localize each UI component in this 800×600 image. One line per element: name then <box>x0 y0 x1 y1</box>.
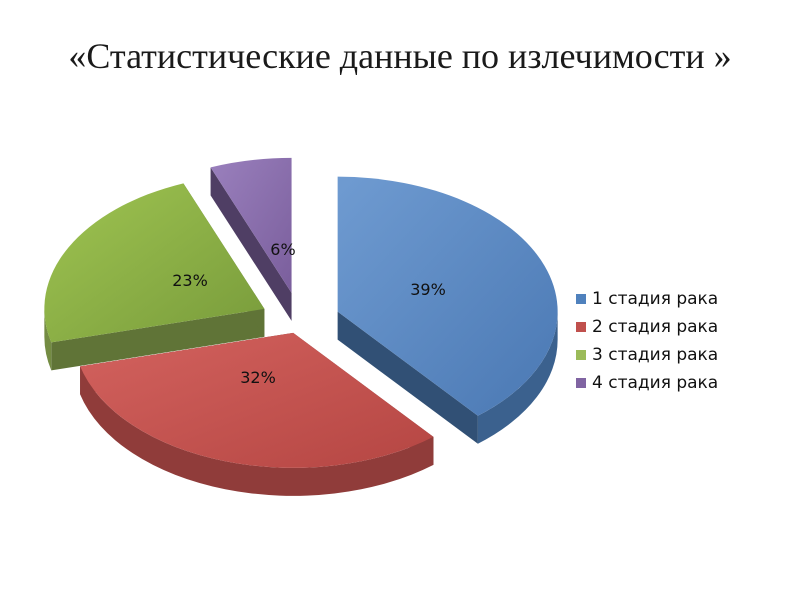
legend-label: 3 стадия рака <box>592 345 719 365</box>
legend-swatch <box>576 294 586 304</box>
legend-item-3: 3 стадия рака <box>576 341 718 369</box>
slice-label-1: 39% <box>410 280 446 299</box>
slice-label-3: 23% <box>172 271 208 290</box>
pie-slice-top <box>44 183 265 343</box>
legend-swatch <box>576 378 586 388</box>
page-title: «Статистические данные по излечимости » <box>68 36 732 76</box>
pie-slice-top <box>210 157 292 293</box>
pie-slice-2 <box>80 332 434 496</box>
pie-slice-3 <box>44 183 265 371</box>
pie-slice-top <box>337 176 558 416</box>
pie-slice-side <box>337 311 478 444</box>
legend-item-2: 2 стадия рака <box>576 313 718 341</box>
pie-slice-edge <box>44 308 52 371</box>
pie-slice-1 <box>337 176 558 444</box>
pie-slice-side <box>210 167 292 321</box>
pie-slice-edge <box>477 311 558 444</box>
legend-label: 2 стадия рака <box>592 317 719 337</box>
legend: 1 стадия рака 2 стадия рака 3 стадия рака 4… <box>576 285 718 397</box>
slice-label-2: 32% <box>240 368 276 387</box>
pie-slice-4 <box>210 157 292 321</box>
pie-slice-edge <box>80 366 434 496</box>
legend-item-1: 1 стадия рака <box>576 285 718 313</box>
legend-item-4: 4 стадия рака <box>576 369 718 397</box>
legend-swatch <box>576 322 586 332</box>
slice-label-4: 6% <box>270 240 295 259</box>
pie-slice-top <box>80 332 434 468</box>
pie-slice-side <box>51 308 265 371</box>
legend-swatch <box>576 350 586 360</box>
legend-label: 1 стадия рака <box>592 289 719 309</box>
legend-label: 4 стадия рака <box>592 373 719 393</box>
